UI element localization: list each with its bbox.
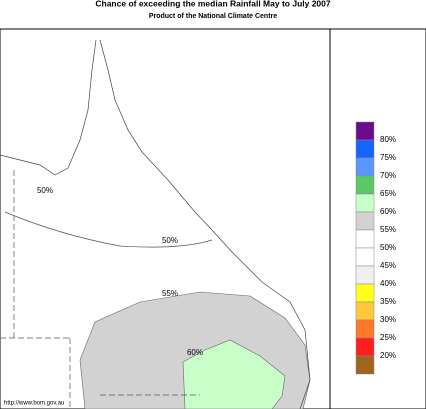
legend-swatch bbox=[355, 337, 375, 357]
legend-label: 25% bbox=[380, 333, 396, 342]
legend-label: 40% bbox=[380, 279, 396, 288]
legend-label: 60% bbox=[380, 207, 396, 216]
legend-swatch bbox=[355, 355, 375, 375]
legend-swatch bbox=[355, 175, 375, 195]
legend-swatch bbox=[355, 319, 375, 339]
legend-label: 65% bbox=[380, 189, 396, 198]
legend-label: 80% bbox=[380, 135, 396, 144]
footer-url: http://www.bom.gov.au bbox=[4, 401, 64, 407]
contour-label: 55% bbox=[162, 289, 178, 298]
legend-swatch bbox=[355, 229, 375, 249]
contour-line bbox=[4, 211, 213, 248]
legend: 80% 75% 70% 65% 60% 55% 50% 45% 40% 35% 30% 25% 20% bbox=[355, 121, 396, 375]
title: Chance of exceeding the median Rainfall … bbox=[95, 0, 331, 8]
legend-label: 30% bbox=[380, 315, 396, 324]
legend-label: 35% bbox=[380, 297, 396, 306]
legend-swatch bbox=[355, 157, 375, 177]
legend-swatch bbox=[355, 301, 375, 321]
coastline bbox=[0, 39, 97, 176]
legend-label: 75% bbox=[380, 153, 396, 162]
legend-label: 70% bbox=[380, 171, 396, 180]
legend-swatch bbox=[355, 283, 375, 303]
legend-swatch bbox=[355, 139, 375, 159]
legend-label: 45% bbox=[380, 261, 396, 270]
contour-label: 50% bbox=[37, 186, 53, 195]
legend-swatch bbox=[355, 247, 375, 267]
contour-label: 60% bbox=[187, 348, 203, 357]
state-borders bbox=[0, 170, 200, 409]
legend-label: 20% bbox=[380, 351, 396, 360]
region-60 bbox=[182, 339, 286, 409]
subtitle: Product of the National Climate Centre bbox=[149, 13, 277, 20]
map-area: 50% 50% 55% 60% bbox=[0, 39, 311, 409]
legend-swatch bbox=[355, 211, 375, 231]
contour-label: 50% bbox=[162, 236, 178, 245]
legend-swatch bbox=[355, 121, 375, 141]
legend-swatch bbox=[355, 193, 375, 213]
legend-label: 50% bbox=[380, 243, 396, 252]
legend-label: 55% bbox=[380, 225, 396, 234]
frame bbox=[0, 28, 426, 409]
coastline bbox=[99, 39, 311, 409]
legend-swatch bbox=[355, 265, 375, 285]
